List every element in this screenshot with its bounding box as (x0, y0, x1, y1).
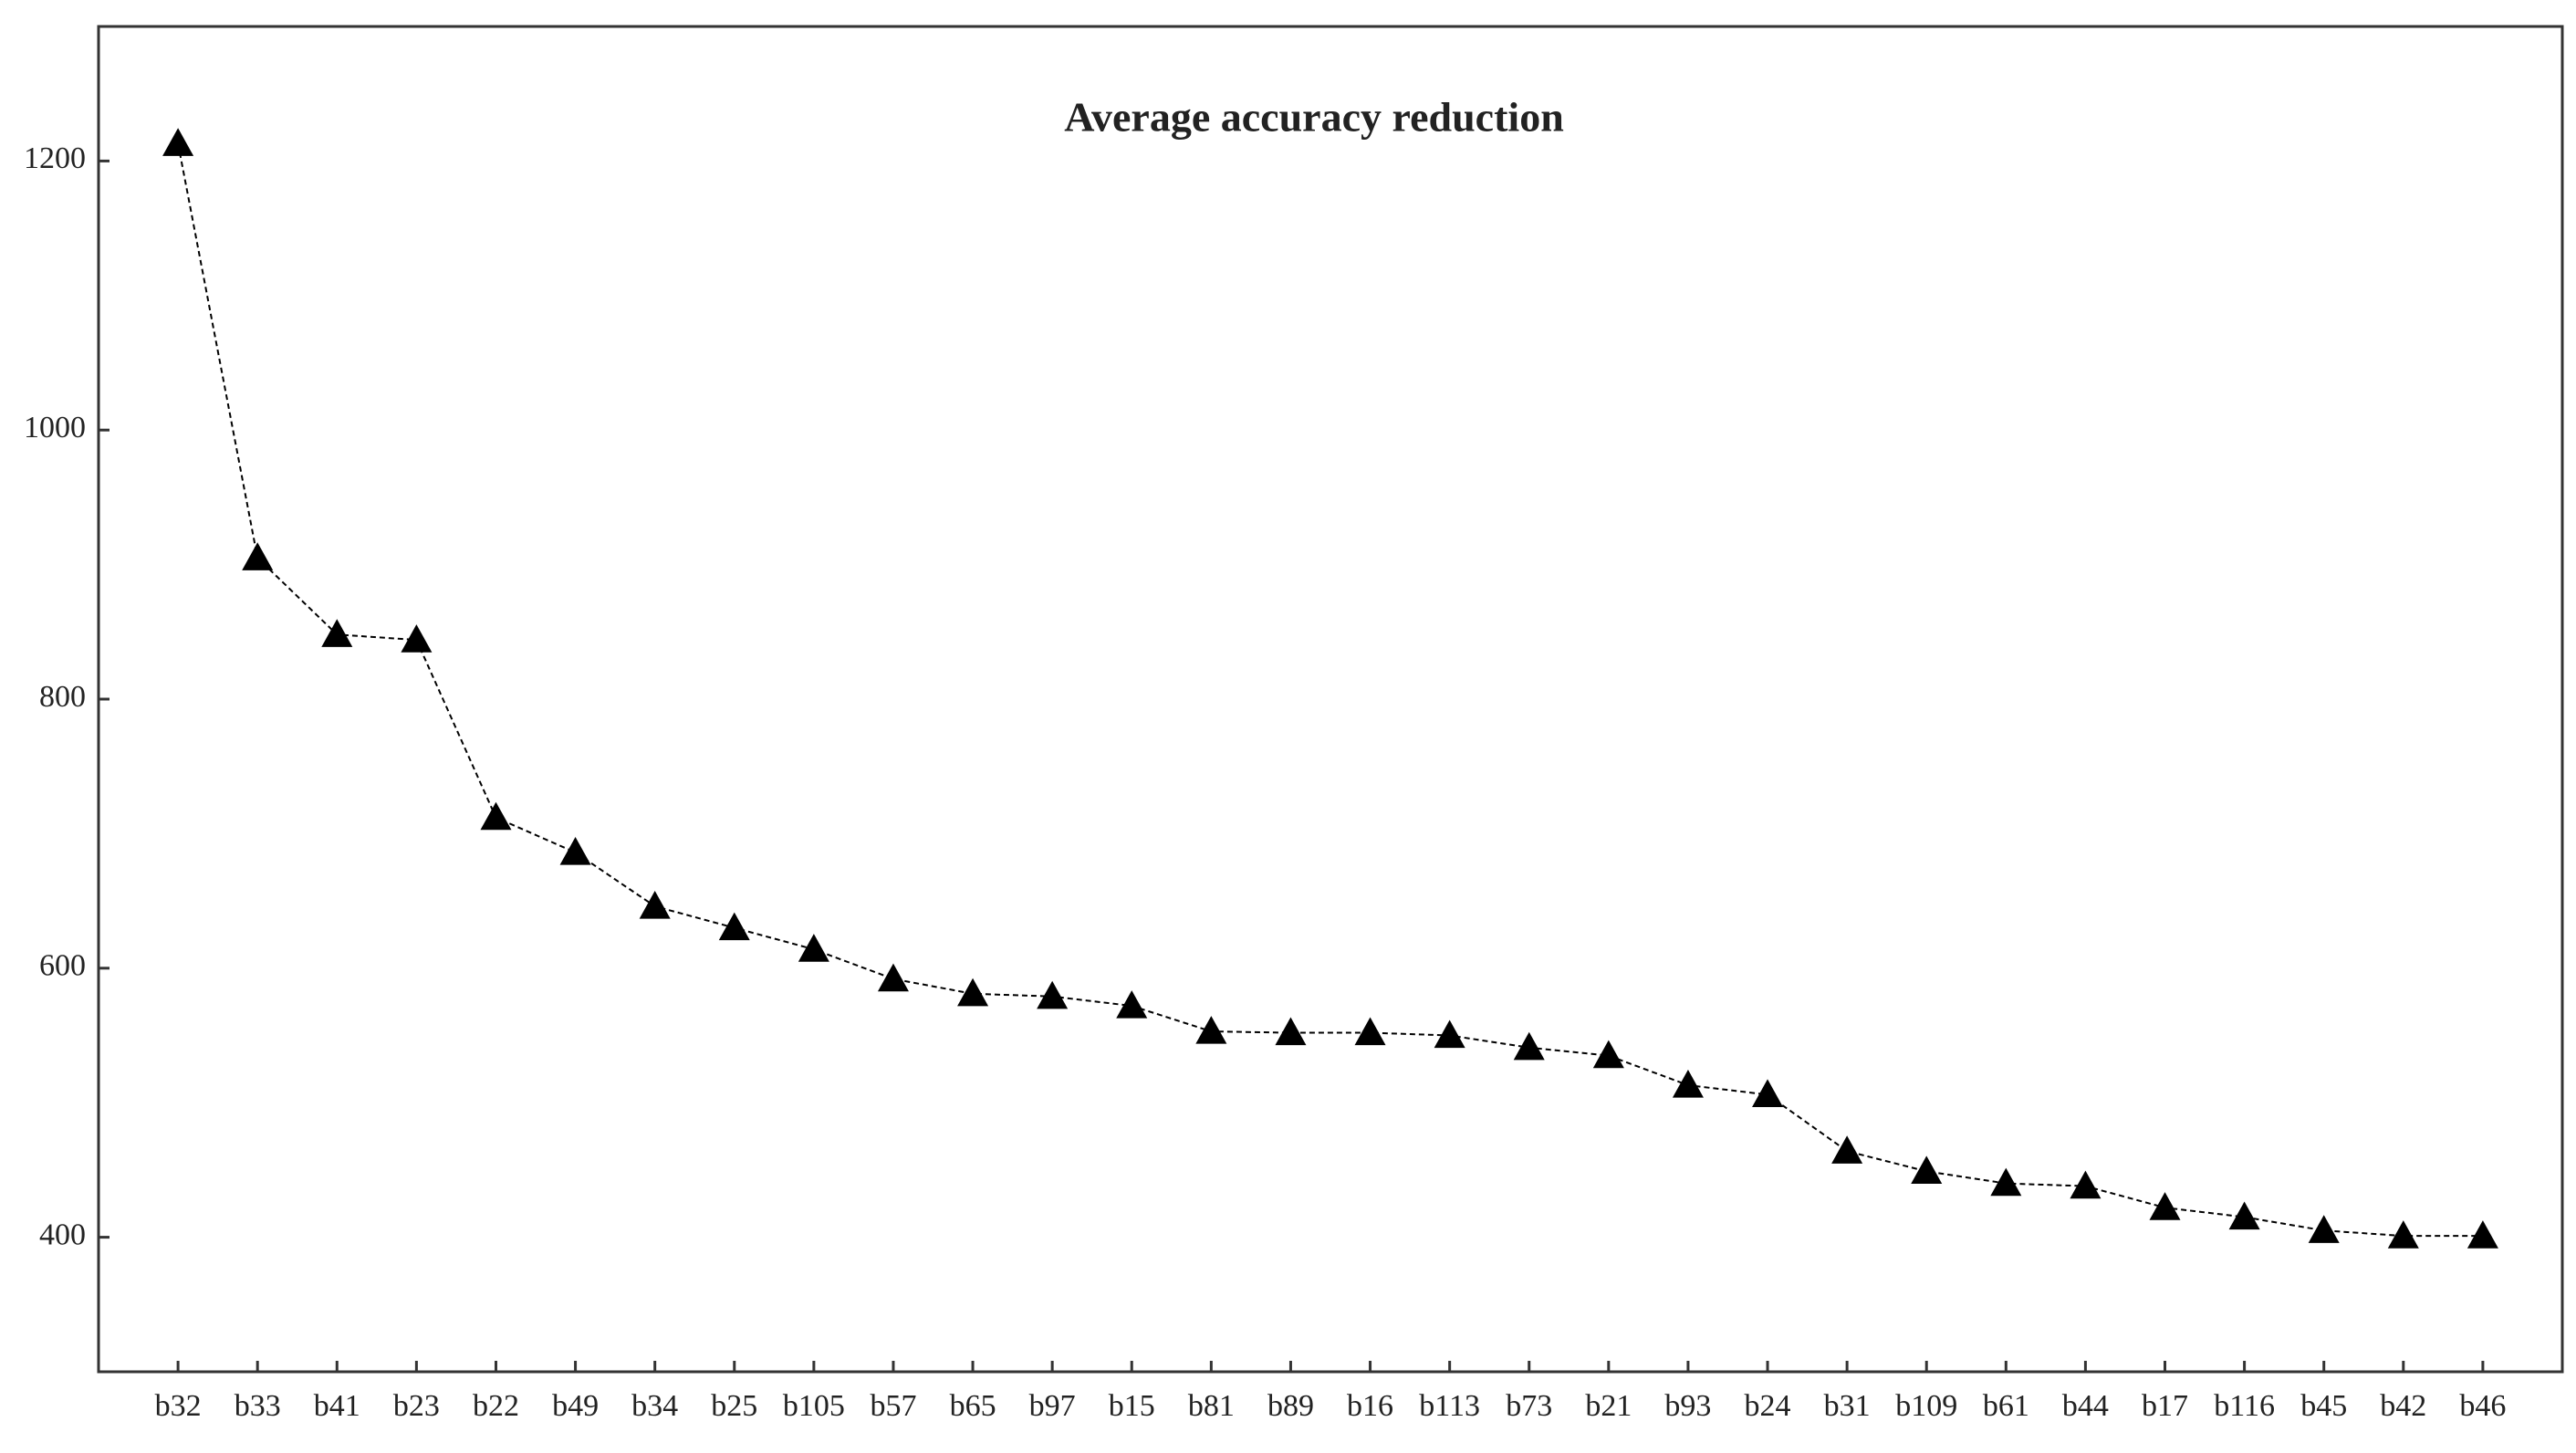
triangle-marker (321, 619, 353, 647)
triangle-marker (957, 977, 989, 1007)
triangle-marker (1911, 1155, 1943, 1184)
x-tick-label: b16 (1347, 1389, 1393, 1423)
x-tick-label: b57 (870, 1389, 916, 1423)
triangle-marker (162, 128, 194, 156)
triangle-marker (2387, 1220, 2419, 1249)
triangle-marker (2149, 1192, 2181, 1220)
x-tick-label: b116 (2214, 1389, 2275, 1423)
triangle-marker (1037, 980, 1069, 1009)
triangle-marker (1672, 1070, 1704, 1098)
x-tick-label: b73 (1506, 1389, 1552, 1423)
triangle-marker (1752, 1079, 1784, 1107)
x-tick-label: b97 (1029, 1389, 1076, 1423)
triangle-marker (2070, 1170, 2101, 1199)
x-tick-label: b21 (1585, 1389, 1632, 1423)
triangle-marker (798, 934, 829, 962)
x-tick-label: b61 (1983, 1389, 2029, 1423)
x-tick-label: b81 (1188, 1389, 1235, 1423)
triangle-marker (1990, 1167, 2022, 1197)
x-tick-label: b22 (473, 1389, 519, 1423)
triangle-marker (401, 624, 433, 653)
triangle-marker (1592, 1040, 1624, 1069)
triangle-marker (559, 837, 591, 865)
triangle-marker (2228, 1201, 2260, 1230)
x-tick-label: b17 (2142, 1389, 2188, 1423)
triangle-marker (718, 912, 750, 941)
triangle-marker (2466, 1220, 2498, 1249)
y-tick-label: 1200 (24, 141, 86, 175)
triangle-marker (1195, 1016, 1227, 1044)
triangle-marker (2308, 1215, 2340, 1243)
x-tick-label: b113 (1419, 1389, 1480, 1423)
x-tick-label: b49 (552, 1389, 599, 1423)
chart-title: Average accuracy reduction (1064, 94, 1564, 141)
triangle-marker (1831, 1135, 1863, 1164)
x-tick-label: b45 (2300, 1389, 2347, 1423)
x-tick-label: b25 (711, 1389, 757, 1423)
data-line (177, 143, 2483, 1238)
x-tick-label: b15 (1109, 1389, 1155, 1423)
triangle-marker (1354, 1017, 1386, 1046)
y-tick-label: 1000 (24, 411, 86, 444)
x-tick-label: b105 (783, 1389, 845, 1423)
x-tick-label: b44 (2062, 1389, 2109, 1423)
x-tick-label: b34 (631, 1389, 678, 1423)
triangle-marker (480, 801, 512, 831)
x-tick-label: b33 (235, 1389, 281, 1423)
triangle-marker (1275, 1017, 1307, 1046)
x-tick-label: b42 (2380, 1389, 2426, 1423)
triangle-marker (877, 963, 909, 992)
x-tick-label: b93 (1664, 1389, 1711, 1423)
x-tick-label: b89 (1267, 1389, 1314, 1423)
x-tick-label: b31 (1824, 1389, 1871, 1423)
triangle-marker (1434, 1019, 1465, 1049)
y-tick-label: 400 (39, 1218, 86, 1251)
x-tick-label: b23 (393, 1389, 440, 1423)
y-tick-label: 600 (39, 949, 86, 983)
x-tick-label: b24 (1745, 1389, 1791, 1423)
y-tick-label: 800 (39, 680, 86, 714)
plot-frame (97, 25, 2564, 1374)
triangle-marker (1513, 1031, 1545, 1061)
triangle-marker (1116, 990, 1148, 1019)
x-tick-label: b65 (950, 1389, 996, 1423)
x-tick-label: b109 (1895, 1389, 1957, 1423)
triangle-marker (639, 890, 671, 919)
x-tick-label: b46 (2459, 1389, 2506, 1423)
triangle-marker (242, 542, 274, 570)
x-tick-label: b32 (155, 1389, 202, 1423)
x-tick-label: b41 (314, 1389, 360, 1423)
